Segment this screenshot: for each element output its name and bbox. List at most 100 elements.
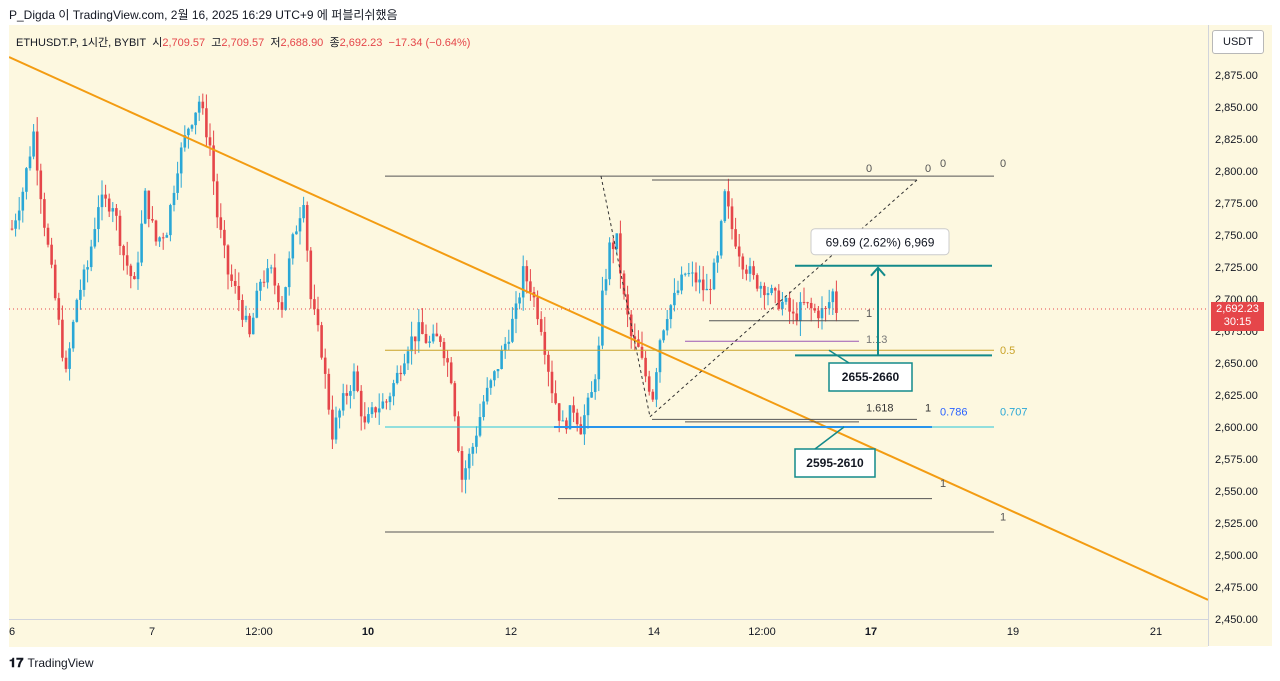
fib-label-1618: 1.618: [866, 402, 894, 414]
candle-body: [539, 319, 543, 332]
candle-body: [140, 223, 143, 263]
candle-body: [730, 206, 734, 230]
candle-body: [190, 125, 194, 129]
open-label: 시: [152, 37, 163, 49]
candle-body: [169, 205, 172, 236]
price-tick-label: 2,475.00: [1215, 582, 1258, 594]
price-tick-label: 2,750.00: [1215, 230, 1258, 242]
candle-body: [633, 336, 637, 340]
candle-body: [748, 266, 752, 274]
price-tick-label: 2,875.00: [1215, 70, 1258, 82]
candle-body: [536, 297, 539, 320]
candle-body: [111, 208, 115, 212]
fib-guide: [600, 176, 651, 417]
candle-body: [543, 331, 547, 355]
candle-body: [665, 319, 669, 331]
price-tick-label: 2,775.00: [1215, 198, 1258, 210]
candle-body: [493, 371, 496, 381]
candle-body: [53, 264, 57, 299]
candle-body: [219, 217, 223, 230]
candle-body: [179, 147, 183, 174]
candle-body: [421, 322, 424, 335]
price-tick-label: 2,600.00: [1215, 422, 1258, 434]
tradingview-logo-icon: 𝟏𝟕: [9, 655, 24, 670]
candle-body: [205, 108, 208, 138]
candle-body: [755, 275, 759, 289]
candle-body: [50, 244, 53, 265]
price-tick-label: 2,725.00: [1215, 262, 1258, 274]
change-value: −17.34 (−0.64%): [388, 37, 471, 49]
candle-body: [759, 285, 763, 289]
candle-body: [82, 269, 86, 290]
candle-body: [295, 231, 298, 235]
candle-body: [154, 220, 158, 242]
candle-body: [388, 396, 392, 403]
price-tick-label: 2,525.00: [1215, 518, 1258, 530]
candle-body: [687, 273, 691, 275]
price-tick-label: 2,550.00: [1215, 486, 1258, 498]
candle-body: [806, 302, 809, 304]
currency-button[interactable]: USDT: [1212, 30, 1264, 54]
candle-body: [431, 333, 435, 342]
candle-body: [676, 290, 680, 293]
candle-body: [637, 339, 640, 347]
candle-body: [737, 246, 741, 257]
candle-body: [521, 266, 525, 298]
time-tick-label: 6: [9, 626, 15, 638]
candle-body: [356, 371, 359, 391]
candle-body: [79, 289, 82, 300]
candle-body: [817, 310, 820, 319]
candle-body: [511, 318, 514, 342]
candle-body: [172, 192, 176, 206]
candle-body: [226, 245, 230, 275]
candle-body: [64, 357, 68, 369]
candle-body: [575, 412, 579, 425]
fib-label-0: 0: [940, 158, 946, 170]
candle-body: [449, 362, 453, 384]
candle-body: [773, 288, 777, 291]
measure-arrow-head: [870, 266, 886, 277]
candle-body: [129, 265, 133, 277]
time-axis[interactable]: 6 7 12:00 10 12 14 12:00 17 19 21: [9, 619, 1208, 647]
candle-body: [727, 191, 730, 207]
candle-body: [284, 287, 287, 310]
candle-body: [622, 273, 626, 295]
candle-body: [75, 299, 79, 322]
candle-body: [572, 405, 575, 413]
candle-body: [104, 194, 107, 199]
candle-body: [244, 315, 248, 320]
candle-body: [115, 208, 118, 216]
candle-body: [557, 403, 561, 421]
candle-body: [331, 409, 334, 440]
candle-body: [277, 285, 280, 303]
time-tick-label: 14: [648, 626, 660, 638]
price-tick-label: 2,450.00: [1215, 614, 1258, 626]
low-value: 2,688.90: [280, 37, 324, 49]
candle-body: [32, 131, 35, 157]
candle-body: [453, 383, 457, 417]
candle-body: [399, 372, 403, 375]
candle-body: [61, 319, 64, 358]
candle-body: [89, 246, 93, 268]
candle-body: [392, 383, 395, 397]
candle-body: [165, 235, 169, 238]
candle-body: [21, 191, 25, 211]
price-axis[interactable]: 2,875.00 2,850.00 2,825.00 2,800.00 2,775.00…: [1208, 25, 1272, 646]
candle-body: [701, 279, 705, 291]
candle-body: [503, 343, 507, 351]
chart-area[interactable]: 0 0 0 0 0.5 1 1.13 1.618 1 0.786 0.707 1 1 69.69 (2.6…: [9, 25, 1208, 619]
candle-body: [439, 336, 442, 342]
candle-body: [518, 297, 521, 304]
candle-body: [309, 250, 313, 300]
zone-2595-box: [794, 448, 876, 478]
candle-body: [820, 308, 824, 319]
candle-body: [457, 416, 460, 452]
candle-body: [705, 288, 709, 291]
candle-body: [597, 345, 601, 380]
candle-body: [71, 321, 75, 349]
candle-body: [262, 281, 266, 283]
candle-body: [471, 446, 475, 454]
candle-body: [482, 401, 485, 418]
